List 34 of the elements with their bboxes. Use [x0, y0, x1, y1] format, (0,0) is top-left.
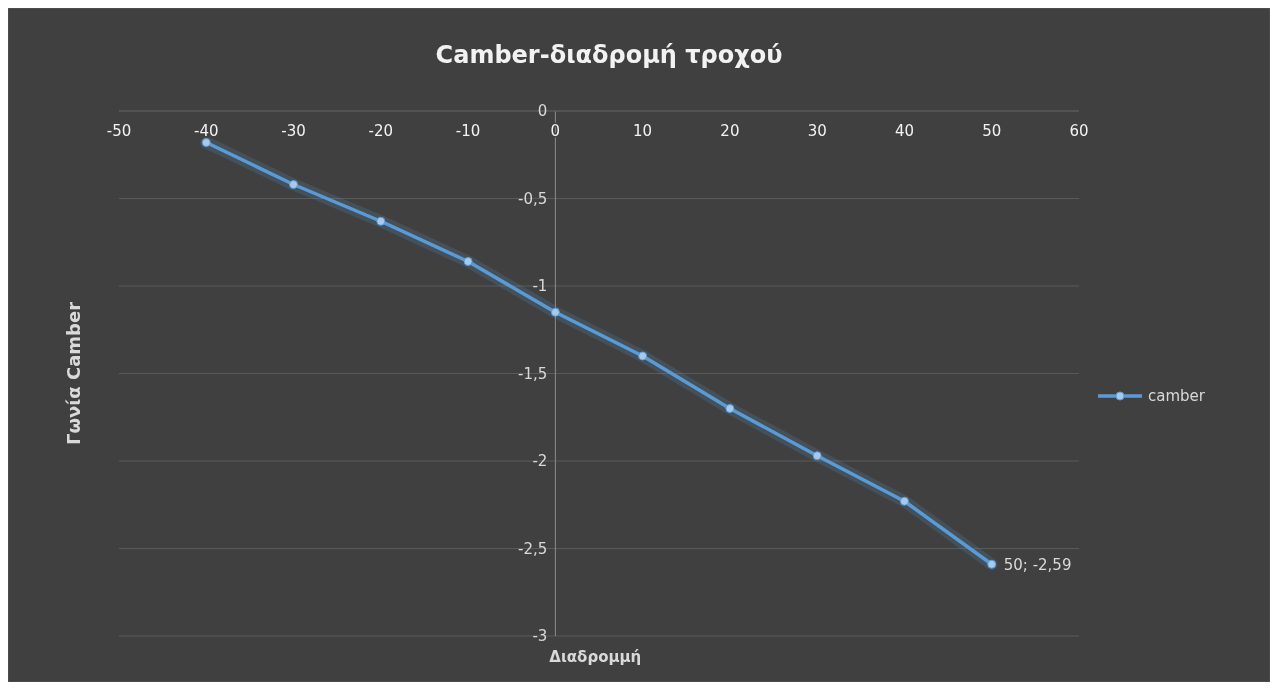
point — [289, 180, 299, 189]
x-tick-label: 40 — [894, 122, 914, 140]
x-tick-label: 30 — [807, 122, 827, 140]
point — [725, 404, 735, 413]
x-tick-label: -10 — [455, 122, 481, 140]
chart-title: Camber-διαδρομή τροχού — [435, 41, 783, 69]
point — [376, 216, 386, 226]
point — [812, 451, 822, 461]
y-tick-label: -3 — [532, 627, 548, 645]
point — [201, 138, 211, 147]
y-tick-label: -0,5 — [518, 189, 548, 208]
point — [638, 351, 648, 361]
point — [987, 559, 997, 569]
y-tick-label: -2,5 — [518, 539, 548, 558]
y-tick-label: 0 — [537, 102, 548, 120]
x-axis-title: Διαδρομμή — [549, 648, 642, 666]
x-tick-label: 60 — [1069, 122, 1089, 140]
x-tick-label: -50 — [106, 122, 132, 140]
y-tick-label: -1,5 — [518, 364, 548, 383]
x-tick-label: -30 — [281, 122, 306, 140]
x-tick-label: 20 — [720, 122, 740, 140]
annotation: 50; -2,59 — [1003, 556, 1072, 575]
legend-label: camber — [1148, 387, 1206, 405]
point — [463, 257, 473, 266]
y-axis-title: Γωνία Camber — [63, 301, 84, 446]
x-tick-label: 50 — [982, 122, 1002, 140]
y-tick-label: -2 — [532, 452, 548, 470]
y-tick-label: -1 — [532, 277, 548, 295]
point — [550, 307, 560, 317]
point — [899, 496, 909, 506]
x-tick-label: -20 — [368, 122, 394, 140]
x-tick-label: 0 — [550, 122, 561, 140]
x-tick-label: -40 — [194, 122, 219, 140]
x-tick-label: 10 — [633, 122, 653, 140]
